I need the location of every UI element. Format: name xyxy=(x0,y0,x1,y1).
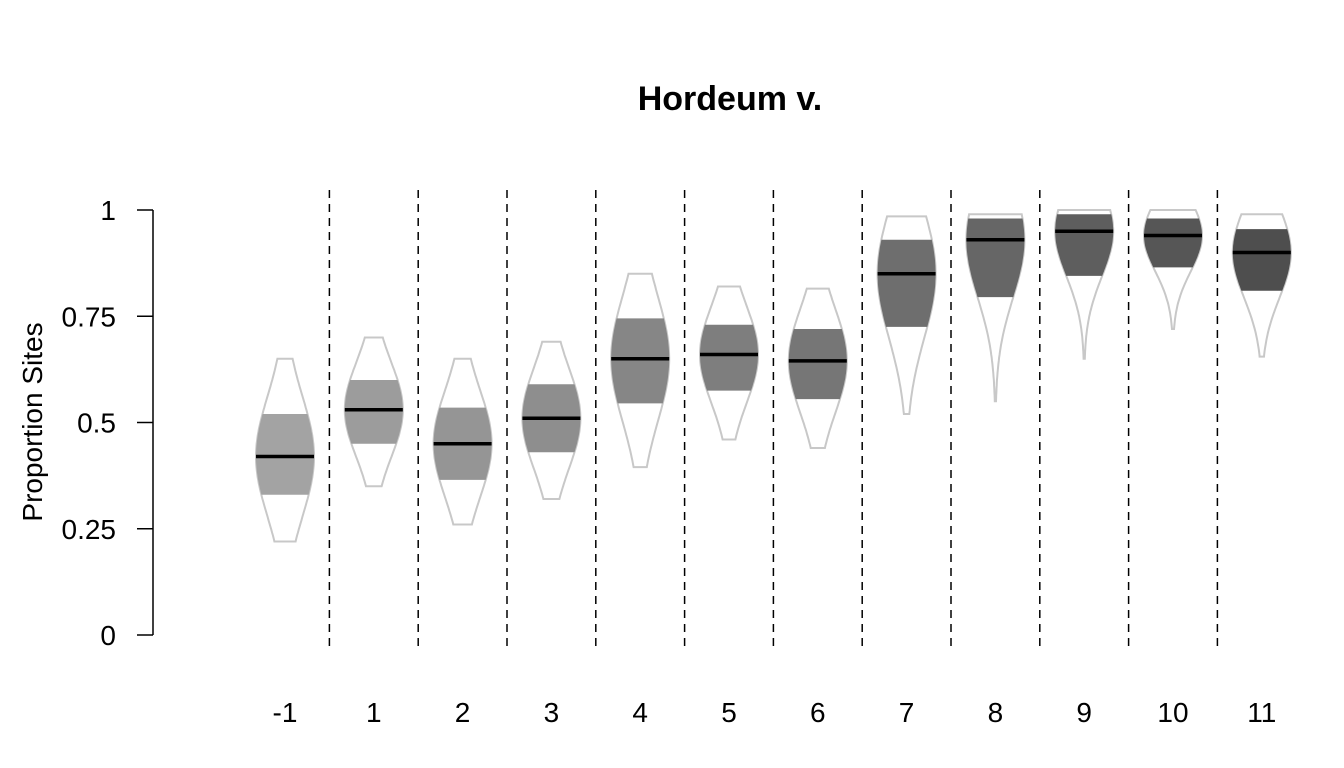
violin-outline xyxy=(521,340,582,500)
x-tick-label: 6 xyxy=(810,697,826,728)
x-tick-label: 5 xyxy=(721,697,737,728)
violin-iqr-fill xyxy=(1144,218,1202,268)
violin-iqr-fill xyxy=(1232,229,1291,291)
chart-title: Hordeum v. xyxy=(638,80,823,118)
violin-outline xyxy=(965,213,1026,403)
x-tick-label: 8 xyxy=(988,697,1004,728)
y-tick-label: 0.75 xyxy=(62,301,117,332)
violin-iqr-fill xyxy=(966,218,1025,298)
violin-outline xyxy=(787,287,848,449)
violin-outline xyxy=(1143,209,1203,330)
violin-outline xyxy=(876,215,937,415)
x-tick-label: 7 xyxy=(899,697,915,728)
y-tick-label: 0 xyxy=(100,620,116,651)
y-tick-label: 0.5 xyxy=(77,408,116,439)
x-tick-label: 2 xyxy=(455,697,471,728)
category-separators xyxy=(328,190,1219,652)
violins xyxy=(255,209,1292,543)
y-tick-label: 0.25 xyxy=(62,514,117,545)
violin-iqr-fill xyxy=(611,318,670,404)
x-tick-label: 1 xyxy=(366,697,382,728)
violin-iqr-fill xyxy=(344,380,403,444)
violin-iqr-fill xyxy=(1055,214,1114,276)
y-axis-title: Proportion Sites xyxy=(17,322,48,521)
violin-iqr-fill xyxy=(788,329,847,400)
violin-iqr-fill xyxy=(700,324,758,391)
x-tick-label: 4 xyxy=(632,697,648,728)
x-tick-label: 10 xyxy=(1157,697,1188,728)
x-tick-label: 9 xyxy=(1076,697,1092,728)
violin-iqr-fill xyxy=(256,414,314,495)
y-axis: 0 0.25 0.5 0.75 1 xyxy=(62,195,154,651)
violin-outline xyxy=(1054,209,1115,360)
y-tick-label: 1 xyxy=(100,195,116,226)
x-tick-label: 3 xyxy=(544,697,560,728)
violin-iqr-fill xyxy=(877,239,936,327)
x-tick-labels: -1 1 2 3 4 5 6 7 8 9 10 11 xyxy=(273,697,1277,728)
x-tick-label: 11 xyxy=(1247,697,1276,728)
violin-outline xyxy=(1231,213,1292,358)
violin-outline xyxy=(343,336,404,488)
x-tick-label: -1 xyxy=(273,697,298,728)
